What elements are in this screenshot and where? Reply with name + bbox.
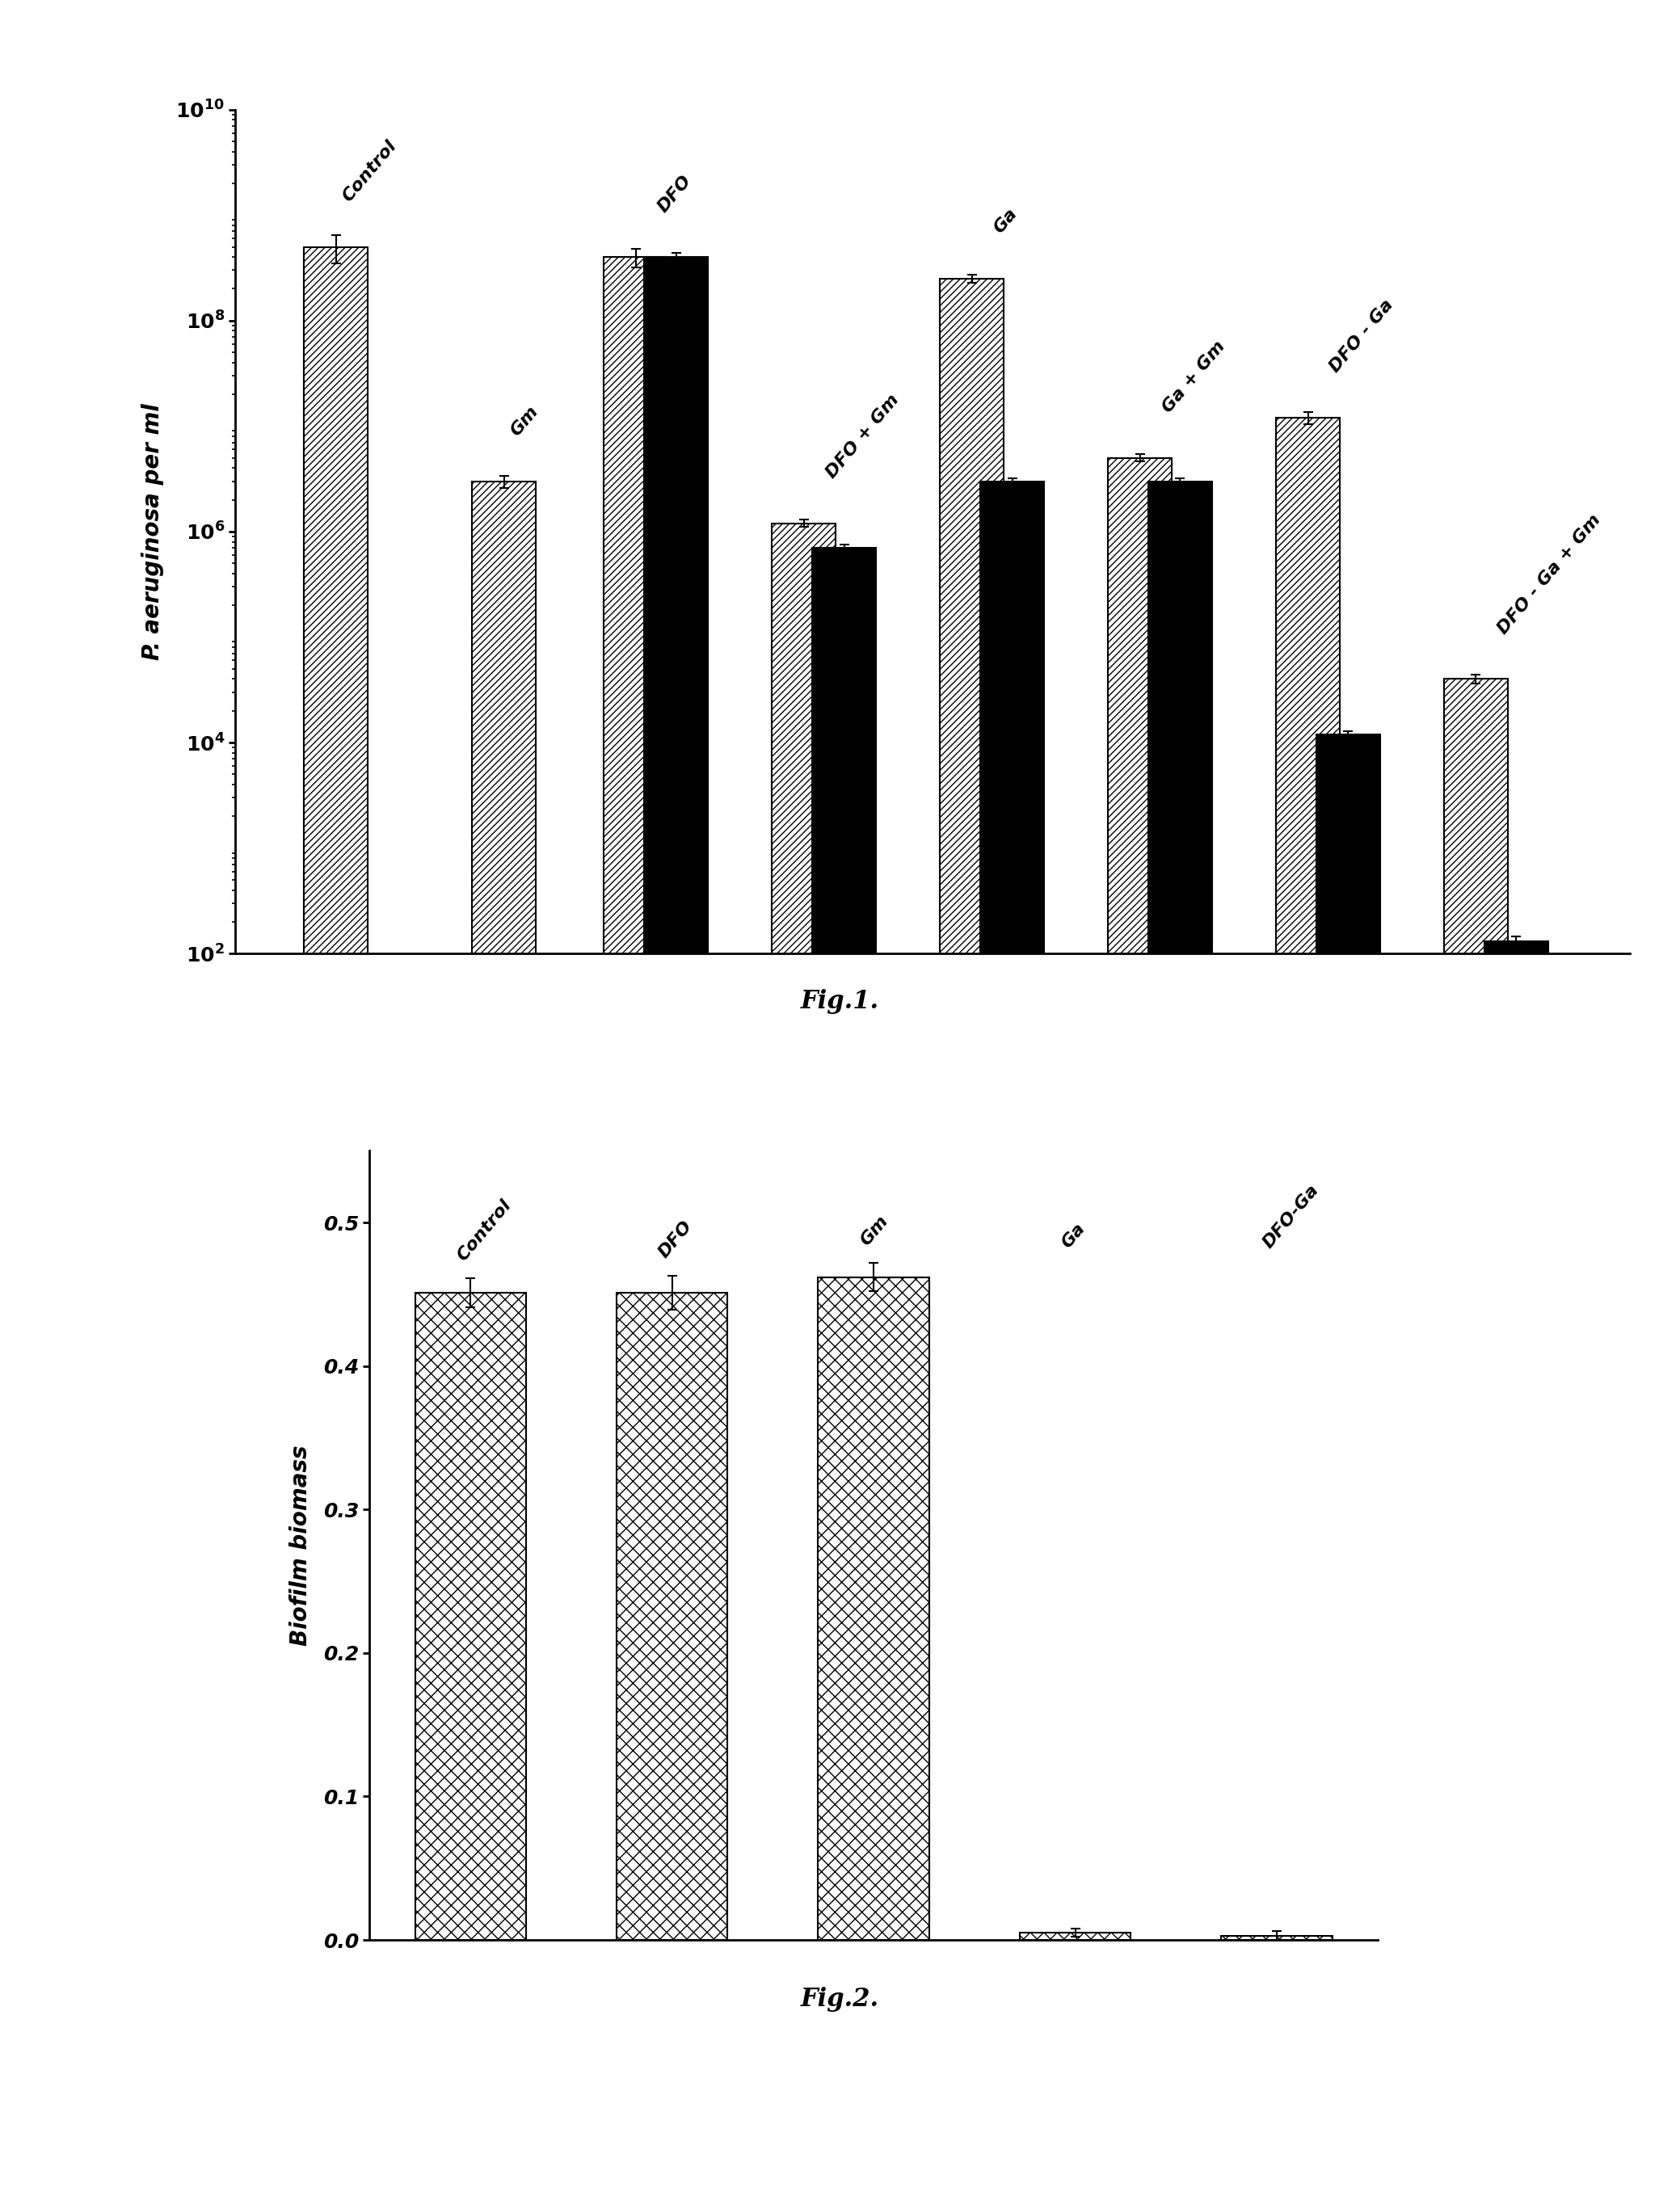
Text: DFO: DFO xyxy=(655,1219,696,1260)
Text: DFO: DFO xyxy=(655,173,696,215)
Bar xyxy=(1317,734,1381,2192)
Text: DFO - Ga + Gm: DFO - Ga + Gm xyxy=(1495,511,1604,638)
Bar xyxy=(415,1293,526,1940)
Bar xyxy=(813,548,877,2192)
Text: Gm: Gm xyxy=(507,403,541,438)
Bar xyxy=(1020,1933,1131,1940)
Text: DFO - Ga: DFO - Ga xyxy=(1327,296,1396,375)
Text: Ga + Gm: Ga + Gm xyxy=(1159,338,1228,416)
Bar xyxy=(643,256,707,2192)
Text: Ga: Ga xyxy=(991,206,1021,237)
Bar xyxy=(1485,943,1549,2192)
Bar xyxy=(1445,680,1509,2192)
Bar xyxy=(1109,458,1173,2192)
Bar xyxy=(941,278,1003,2192)
Bar xyxy=(981,482,1043,2192)
Text: Fig.1.: Fig.1. xyxy=(801,989,879,1015)
Bar xyxy=(472,482,536,2192)
Bar xyxy=(603,256,667,2192)
Bar xyxy=(818,1278,929,1940)
Text: Fig.2.: Fig.2. xyxy=(801,1986,879,2012)
Text: Gm: Gm xyxy=(857,1212,890,1249)
Text: DFO + Gm: DFO + Gm xyxy=(823,392,902,482)
Text: Control: Control xyxy=(454,1197,514,1265)
Bar xyxy=(304,248,368,2192)
Y-axis label: Biofilm biomass: Biofilm biomass xyxy=(289,1445,312,1646)
Y-axis label: P. aeruginosa per ml: P. aeruginosa per ml xyxy=(141,403,165,660)
Bar xyxy=(617,1293,727,1940)
Bar xyxy=(1149,482,1213,2192)
Text: Control: Control xyxy=(339,138,400,204)
Text: Ga: Ga xyxy=(1058,1221,1089,1252)
Bar xyxy=(1277,419,1341,2192)
Text: DFO-Ga: DFO-Ga xyxy=(1260,1181,1322,1252)
Bar xyxy=(771,524,835,2192)
Bar xyxy=(1221,1936,1332,1940)
